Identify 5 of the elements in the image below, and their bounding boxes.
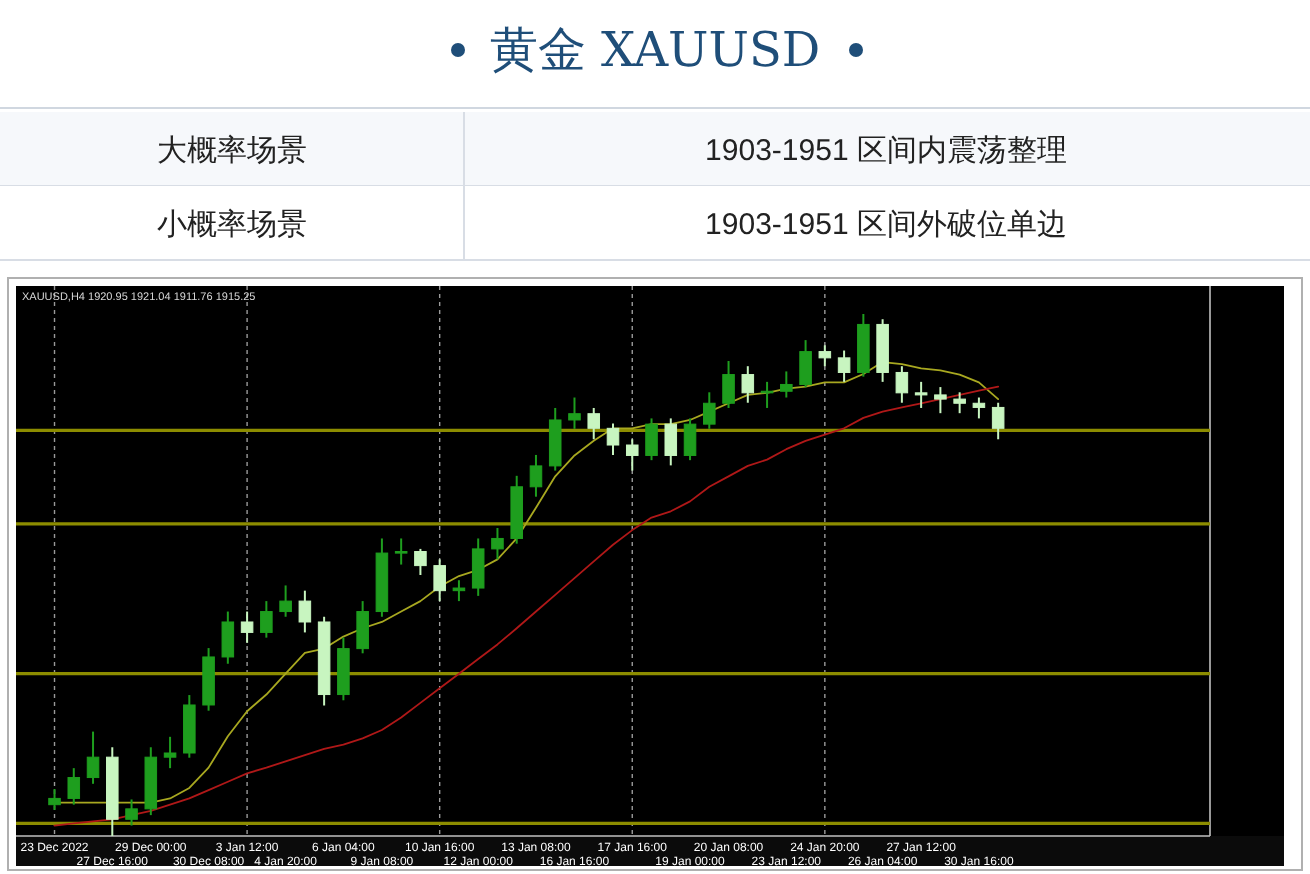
text: 黄金 XAUUSD xyxy=(489,22,821,78)
text: 小概率场景 xyxy=(157,208,307,242)
text: 1903-1951 区间内震荡整理 xyxy=(705,134,1067,168)
text: 1903-1951 区间外破位单边 xyxy=(705,208,1067,242)
text: 大概率场景 xyxy=(157,134,307,168)
